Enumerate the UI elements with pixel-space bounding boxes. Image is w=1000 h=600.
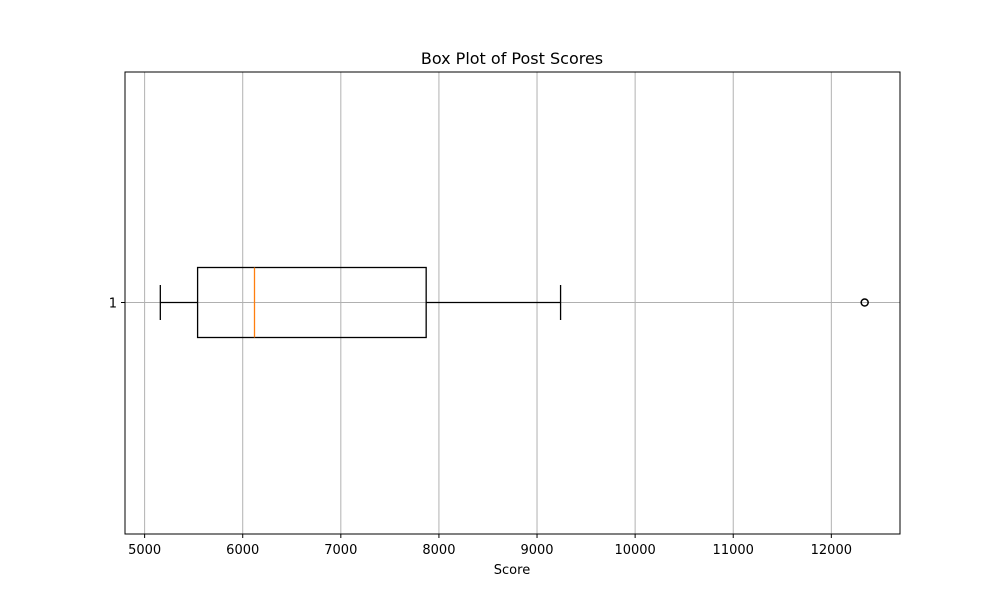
x-tick-label: 8000 <box>422 543 455 558</box>
box-layer <box>159 266 869 339</box>
iqr-box <box>196 266 427 339</box>
x-tick-label: 10000 <box>614 543 655 558</box>
x-tick-label: 9000 <box>520 543 553 558</box>
x-tick-label: 5000 <box>128 543 161 558</box>
x-tick-label: 11000 <box>713 543 754 558</box>
x-axis-ticks: 5000 6000 7000 8000 9000 10000 11000 12000 <box>128 534 852 558</box>
x-tick-label: 12000 <box>811 543 852 558</box>
y-axis-ticks: 1 <box>109 297 125 312</box>
y-tick-label: 1 <box>109 297 117 312</box>
chart-title: Box Plot of Post Scores <box>421 49 603 68</box>
x-axis-label: Score <box>494 563 530 578</box>
x-tick-label: 7000 <box>324 543 357 558</box>
outlier-point <box>860 298 869 307</box>
x-tick-label: 6000 <box>226 543 259 558</box>
